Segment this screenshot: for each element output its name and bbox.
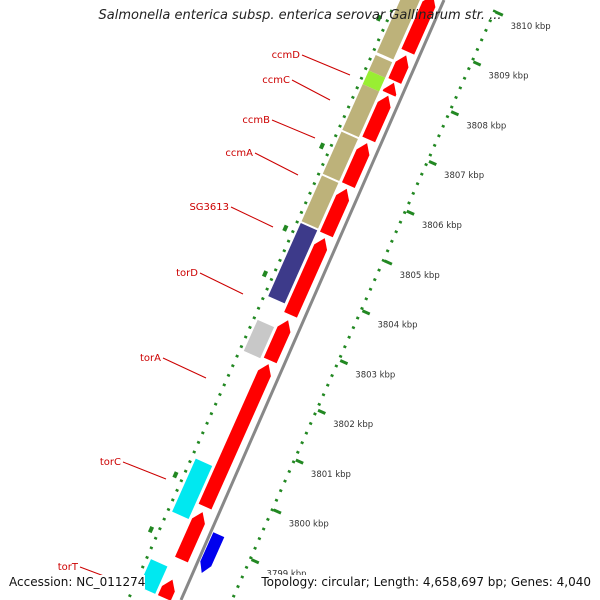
- gene-label-torT[interactable]: torT: [58, 562, 79, 573]
- gene-block-torC[interactable]: [172, 458, 213, 519]
- gene-block-ccmC[interactable]: [362, 70, 386, 92]
- cds-arrow[interactable]: [157, 579, 175, 600]
- kbp-tick-label: 3801 kbp: [311, 470, 351, 480]
- gene-leader-line: [301, 54, 351, 76]
- gene-block-ccmD[interactable]: [368, 54, 393, 78]
- kbp-tick: [384, 259, 393, 266]
- gene-block-torT[interactable]: [138, 559, 168, 594]
- kbp-tick: [450, 110, 460, 117]
- gene-block-reverse[interactable]: [200, 532, 225, 573]
- cds-arrow[interactable]: [401, 0, 436, 55]
- kbp-tick-label: 3807 kbp: [444, 171, 484, 181]
- gene-block-torD[interactable]: [243, 319, 275, 359]
- kbp-tick-label: 3808 kbp: [466, 121, 506, 131]
- gene-leader-line: [271, 119, 316, 139]
- kbp-tick-label: 3803 kbp: [355, 370, 395, 380]
- kbp-tick-label: 3805 kbp: [400, 271, 440, 281]
- gene-leader-line: [254, 152, 299, 176]
- gc-marker: [318, 142, 326, 150]
- summary-text: Topology: circular; Length: 4,658,697 bp…: [261, 575, 591, 589]
- gene-block-ccmE[interactable]: [376, 0, 424, 60]
- gene-label-ccmA[interactable]: ccmA: [225, 148, 253, 159]
- cds-arrow[interactable]: [341, 143, 370, 188]
- kbp-tick: [273, 508, 282, 515]
- cds-arrow[interactable]: [362, 95, 391, 143]
- kbp-tick-label: 3800 kbp: [289, 520, 329, 530]
- accession-text: Accession: NC_011274: [9, 575, 146, 589]
- kbp-tick: [317, 408, 326, 415]
- gene-label-ccmD[interactable]: ccmD: [272, 50, 301, 61]
- gc-marker: [375, 14, 383, 22]
- gene-label-ccmB[interactable]: ccmB: [242, 115, 270, 126]
- gene-label-SG3613[interactable]: SG3613: [189, 202, 229, 213]
- kbp-tick: [428, 160, 437, 167]
- kbp-tick: [472, 60, 482, 67]
- gene-block-ccmC2[interactable]: [342, 84, 380, 138]
- cds-arrow[interactable]: [198, 364, 271, 510]
- cds-arrow[interactable]: [319, 188, 350, 238]
- cds-arrow[interactable]: [382, 82, 397, 97]
- gene-block-ccmB[interactable]: [322, 131, 358, 182]
- cds-arrow[interactable]: [284, 238, 328, 318]
- kbp-tick-label: 3809 kbp: [488, 72, 528, 82]
- kbp-tick-label: 3804 kbp: [377, 321, 417, 331]
- cds-arrow[interactable]: [388, 55, 409, 84]
- gene-leader-line: [122, 461, 167, 480]
- gene-leader-line: [162, 357, 207, 379]
- gene-block-SG3613[interactable]: [268, 223, 318, 304]
- gene-label-torC[interactable]: torC: [100, 457, 121, 468]
- kbp-tick-label: 3799 kbp: [267, 569, 307, 579]
- gene-leader-line: [291, 79, 331, 101]
- map-title: Salmonella enterica subsp. enterica sero…: [98, 8, 502, 23]
- kbp-tick: [250, 558, 260, 565]
- kbp-tick: [295, 458, 304, 465]
- kbp-tick-label: 3806 kbp: [422, 221, 462, 231]
- kbp-tick: [339, 359, 349, 366]
- backbone-line: [179, 0, 446, 600]
- kbp-tick: [361, 309, 371, 316]
- kbp-tick-label: 3810 kbp: [511, 22, 551, 32]
- gene-label-torD[interactable]: torD: [176, 268, 198, 279]
- kbp-tick-label: 3802 kbp: [333, 420, 373, 430]
- cds-arrow[interactable]: [175, 512, 205, 563]
- gene-label-torA[interactable]: torA: [140, 353, 161, 364]
- gc-content-track: [126, 9, 394, 600]
- kbp-tick: [406, 209, 415, 216]
- gc-marker: [172, 471, 179, 479]
- gc-marker: [282, 224, 289, 232]
- kbp-tick: [494, 10, 504, 17]
- gc-marker: [261, 270, 269, 278]
- gene-leader-line: [199, 272, 244, 295]
- gene-block-ccmA[interactable]: [301, 175, 339, 229]
- gene-label-ccmC[interactable]: ccmC: [262, 75, 290, 86]
- gene-leader-line: [230, 206, 274, 228]
- gc-marker: [147, 526, 155, 534]
- cds-arrow[interactable]: [263, 320, 291, 364]
